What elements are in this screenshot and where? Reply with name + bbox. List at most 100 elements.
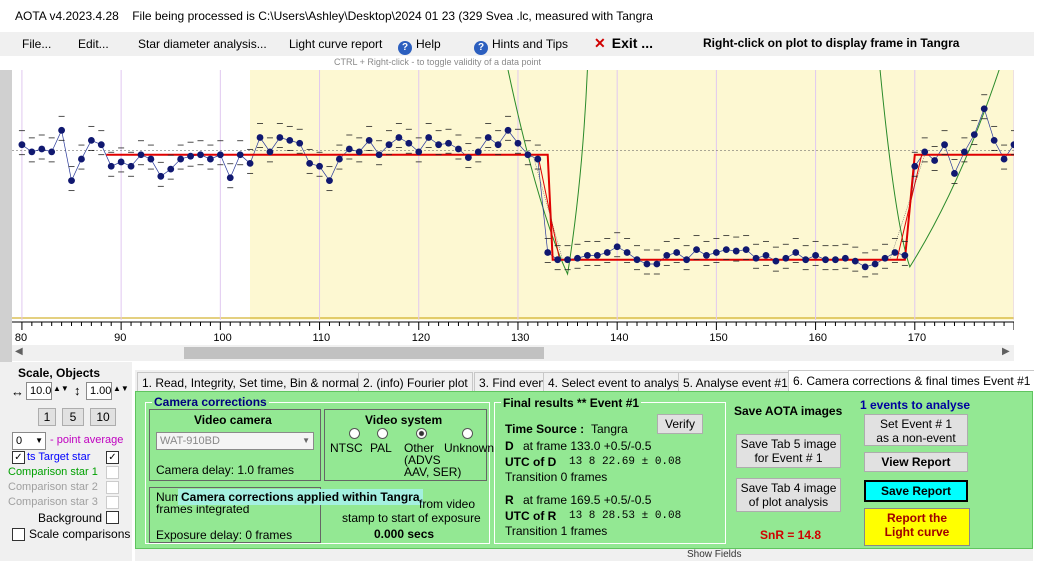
data-point: [832, 256, 839, 264]
scale-button-10[interactable]: 10: [90, 408, 116, 426]
data-point: [574, 254, 581, 262]
report-light-curve-button[interactable]: Report the Light curve: [864, 508, 970, 546]
radio-pal[interactable]: [377, 427, 388, 441]
data-point: [256, 134, 264, 141]
data-point: [841, 254, 849, 262]
point-average-select[interactable]: 0 ▼: [12, 432, 46, 450]
model-curve: [507, 70, 1000, 276]
data-point: [762, 251, 770, 259]
menu-edit[interactable]: Edit...: [78, 37, 109, 51]
tab-fourier-plot[interactable]: 2. (info) Fourier plot: [358, 372, 473, 392]
save-report-button[interactable]: Save Report: [864, 480, 968, 502]
data-point: [822, 256, 829, 264]
data-point: [246, 159, 254, 167]
title-bar: AOTA v4.2023.4.28 File being processed i…: [0, 0, 1034, 32]
data-point: [335, 155, 343, 163]
scale-comparisons-checkbox[interactable]: [12, 528, 25, 541]
data-point: [812, 251, 819, 259]
show-fields-label[interactable]: Show Fields: [687, 549, 742, 560]
data-point: [722, 246, 730, 254]
scroll-right-arrow[interactable]: ▶: [1002, 346, 1010, 357]
data-point: [871, 260, 879, 268]
save-tab5-image-button[interactable]: Save Tab 5 image for Event # 1: [736, 434, 841, 468]
data-point: [633, 256, 641, 264]
label-unknown: Unknown: [444, 441, 495, 455]
data-point: [276, 134, 284, 141]
data-point: [415, 148, 423, 156]
data-point: [216, 151, 224, 159]
data-point: [782, 254, 790, 262]
target-star-checkbox[interactable]: ✓: [106, 451, 119, 464]
scale-button-1[interactable]: 1: [38, 408, 56, 426]
background-label: Background: [38, 511, 103, 525]
data-point: [504, 126, 512, 134]
scale-y-spinner-icon[interactable]: ▲▼: [113, 384, 129, 393]
data-point: [18, 141, 26, 149]
tab-analyse-event[interactable]: 5. Analyse event #1: [678, 372, 793, 392]
x-axis: 80 90 100 110 120 130 140 150 160 170: [12, 321, 1014, 344]
view-report-button[interactable]: View Report: [864, 452, 968, 472]
data-point: [306, 159, 314, 167]
comparison-star-1-checkbox[interactable]: [106, 466, 119, 479]
radio-unknown[interactable]: [462, 427, 473, 441]
grid-lines: [12, 70, 1014, 320]
label-other: Other: [404, 441, 435, 455]
background-checkbox[interactable]: [106, 511, 119, 524]
target-star-display-checkbox[interactable]: ✓: [12, 451, 25, 464]
data-point: [613, 243, 621, 251]
save-images-group: Save AOTA images Save Tab 5 image for Eve…: [730, 402, 854, 544]
save-tab4-image-button[interactable]: Save Tab 4 image of plot analysis: [736, 478, 841, 512]
tab-select-event[interactable]: 4. Select event to analyse: [543, 372, 691, 392]
menu-help[interactable]: ? Help: [398, 37, 441, 55]
tab-read-integrity[interactable]: 1. Read, Integrity, Set time, Bin & norm…: [137, 372, 379, 392]
data-point: [385, 141, 393, 149]
tick-label: 170: [908, 332, 926, 344]
comparison-star-3-checkbox[interactable]: [106, 496, 119, 509]
comparison-star-2-checkbox[interactable]: [106, 481, 119, 494]
data-point: [584, 251, 591, 259]
time-source-value: Tangra: [591, 422, 628, 436]
analysis-region: [250, 70, 1014, 320]
final-results-group: Final results ** Event #1 Time Source : …: [494, 396, 726, 544]
data-point: [732, 247, 740, 255]
radio-ntsc[interactable]: [349, 427, 360, 441]
radio-other[interactable]: [416, 427, 427, 441]
menu-star-diameter[interactable]: Star diameter analysis...: [138, 37, 267, 51]
tick-label: 140: [610, 332, 628, 344]
scale-x-input[interactable]: 10.0: [26, 382, 52, 400]
light-curve-plot[interactable]: 80 90 100 110 120 130 140 150 160 170: [12, 70, 1014, 345]
plot-left-margin: [0, 70, 12, 370]
data-point: [266, 148, 274, 156]
data-point: [941, 141, 948, 149]
tick-label: 130: [511, 332, 529, 344]
scroll-thumb[interactable]: [184, 347, 544, 359]
plot-horizontal-scrollbar[interactable]: ◀ ▶: [12, 345, 1014, 361]
scale-y-input[interactable]: 1.00: [86, 382, 112, 400]
set-non-event-button[interactable]: Set Event # 1 as a non-event: [864, 414, 968, 446]
data-point: [514, 139, 522, 147]
data-points: [18, 94, 1014, 278]
camera-corrections-group: Camera corrections Video camera WAT-910B…: [145, 395, 494, 544]
verify-button[interactable]: Verify: [657, 414, 703, 434]
menu-light-curve-report[interactable]: Light curve report: [289, 37, 383, 51]
fit-dotted-r: [889, 154, 925, 260]
data-point: [712, 249, 720, 256]
data-point: [792, 249, 800, 256]
menu-exit[interactable]: ✕ Exit ...: [594, 35, 653, 51]
camera-model-select[interactable]: WAT-910BD ▼: [156, 432, 314, 450]
r-frame-text: at frame 169.5 +0.5/-0.5: [523, 493, 652, 507]
data-point: [703, 251, 710, 259]
scroll-left-arrow[interactable]: ◀: [15, 346, 23, 357]
menu-hints[interactable]: ? Hints and Tips: [474, 37, 568, 55]
data-point: [464, 154, 472, 162]
scale-x-spinner-icon[interactable]: ▲▼: [53, 384, 69, 393]
scale-button-5[interactable]: 5: [62, 408, 84, 426]
data-point: [1010, 141, 1014, 149]
menu-file[interactable]: File...: [22, 37, 52, 51]
comparison-star-1-label: Comparison star 1: [8, 466, 98, 478]
data-point: [980, 105, 988, 113]
tab-find-events[interactable]: 3. Find events: [474, 372, 560, 392]
tab-camera-corrections[interactable]: 6. Camera corrections & final times Even…: [788, 370, 1036, 392]
model-curve-r: [879, 70, 1000, 269]
data-point: [603, 249, 611, 256]
